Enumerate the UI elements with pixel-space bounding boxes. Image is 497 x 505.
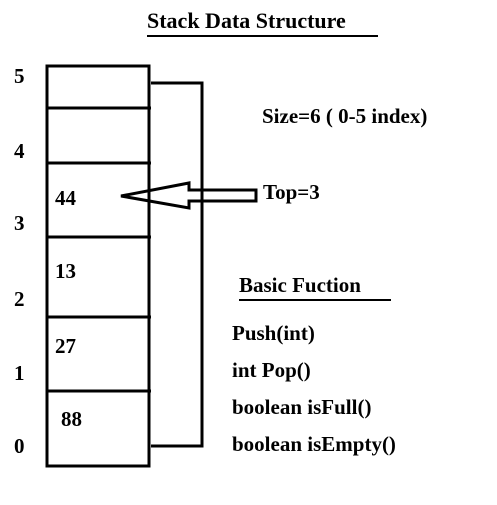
function-item: boolean isFull()	[232, 395, 372, 419]
function-item: int Pop()	[232, 358, 311, 382]
index-label: 5	[14, 64, 25, 88]
index-label: 1	[14, 361, 25, 385]
index-label: 4	[14, 139, 25, 163]
function-item: boolean isEmpty()	[232, 432, 396, 456]
functions-heading-underline	[239, 299, 391, 301]
function-item: Push(int)	[232, 321, 315, 345]
cell-value: 13	[55, 259, 76, 283]
top-pointer-arrow	[120, 181, 258, 210]
index-label: 3	[14, 211, 25, 235]
title-underline	[147, 35, 378, 37]
cell-value: 88	[61, 407, 82, 431]
functions-heading: Basic Fuction	[239, 273, 361, 297]
diagram-title: Stack Data Structure	[147, 8, 346, 33]
cell-value: 27	[55, 334, 76, 358]
index-label: 0	[14, 434, 25, 458]
size-bracket	[151, 81, 204, 448]
size-label: Size=6 ( 0-5 index)	[262, 104, 428, 128]
cell-value: 44	[55, 186, 77, 210]
top-label: Top=3	[263, 180, 320, 204]
index-label: 2	[14, 287, 25, 311]
stack-box	[45, 64, 151, 468]
